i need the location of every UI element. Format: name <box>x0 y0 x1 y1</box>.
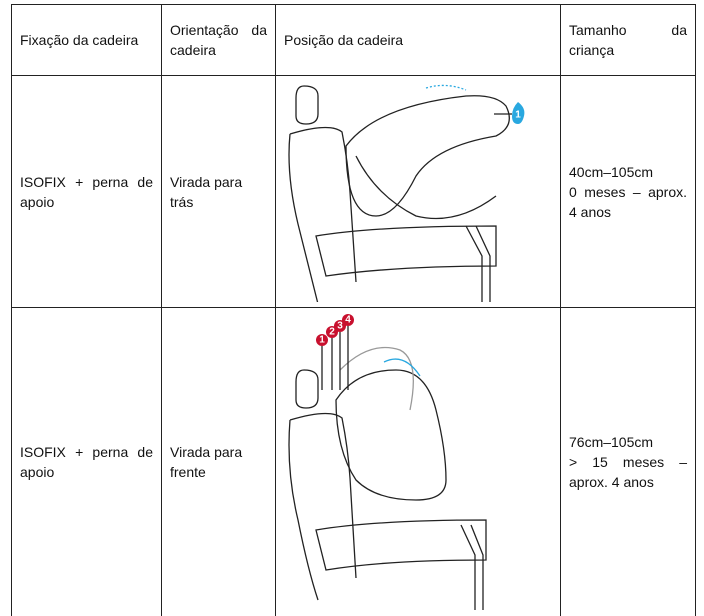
header-cell: Orientação da cadeira <box>162 5 276 76</box>
orientation: Virada para trás <box>162 76 276 308</box>
size-line: 76cm–105cm <box>569 432 687 452</box>
fixation: ISOFIX + perna de apoio <box>12 76 162 308</box>
badges: 1 2 3 4 <box>316 314 354 390</box>
seat-illustration: 1 2 3 4 <box>276 310 561 610</box>
table: Fixação da cadeira Orientação da cadeira… <box>11 4 696 616</box>
badge-label: 3 <box>337 320 343 331</box>
header-cell: Posição da cadeira <box>276 5 561 76</box>
size: 76cm–105cm> 15 meses – aprox. 4 anos <box>561 308 696 616</box>
badge-label: 4 <box>345 314 351 325</box>
row: ISOFIX + perna de apoio Virada para fren… <box>12 308 696 616</box>
page: Fixação da cadeira Orientação da cadeira… <box>0 0 704 603</box>
orientation: Virada para frente <box>162 308 276 616</box>
header-row: Fixação da cadeira Orientação da cadeira… <box>12 5 696 76</box>
size-line: 40cm–105cm <box>569 162 687 182</box>
illustration-cell: 1 <box>276 76 561 308</box>
badge-label: 2 <box>329 326 335 337</box>
size-line: > 15 meses – aprox. 4 anos <box>569 452 687 492</box>
header-cell: Tamanho da criança <box>561 5 696 76</box>
fixation: ISOFIX + perna de apoio <box>12 308 162 616</box>
size-line: 0 meses – aprox. 4 anos <box>569 182 687 222</box>
header-cell: Fixação da cadeira <box>12 5 162 76</box>
illustration-cell: 1 2 3 4 <box>276 308 561 616</box>
row: ISOFIX + perna de apoio Virada para trás… <box>12 76 696 308</box>
seat-illustration: 1 <box>276 76 561 302</box>
badge-label: 1 <box>319 334 325 345</box>
badge-label: 1 <box>515 110 521 121</box>
